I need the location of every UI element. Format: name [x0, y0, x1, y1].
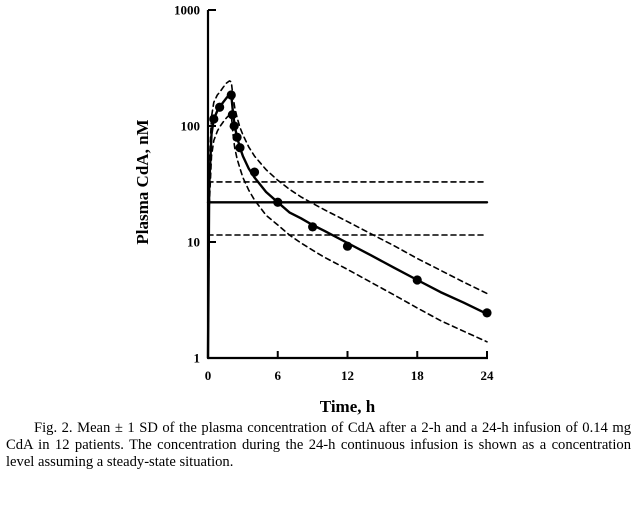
- figure-caption-text: Fig. 2. Mean ± 1 SD of the plasma concen…: [6, 420, 631, 470]
- x-tick-label: 12: [341, 368, 354, 383]
- sd-band-line: [207, 114, 488, 359]
- data-point: [226, 90, 236, 100]
- data-point: [232, 132, 242, 142]
- data-point: [342, 241, 353, 251]
- data-point: [209, 114, 219, 124]
- y-tick-label: 10: [187, 235, 200, 250]
- x-tick-label: 18: [411, 368, 425, 383]
- data-point: [482, 308, 492, 318]
- ticks-layer: 1 10 100 1000 0 6 12 18 24: [174, 3, 494, 384]
- data-point: [227, 110, 238, 120]
- series-layer: [206, 80, 492, 360]
- figure-caption: Fig. 2. Mean ± 1 SD of the plasma concen…: [6, 420, 631, 471]
- data-point: [412, 275, 422, 285]
- x-axis-title: Time, h: [320, 397, 376, 416]
- data-point: [235, 143, 245, 153]
- sd-band-line: [207, 80, 488, 359]
- pharmacokinetic-chart: 1 10 100 1000 0 6 12 18 24 Plasma CdA, nM Time, …: [133, 3, 494, 417]
- data-point: [229, 121, 239, 131]
- y-tick-label: 100: [181, 119, 201, 134]
- data-point: [308, 222, 318, 232]
- axes-layer: [206, 10, 488, 360]
- x-tick-label: 0: [205, 368, 212, 383]
- data-point: [215, 102, 225, 112]
- mean-curve-line: [206, 93, 489, 360]
- x-tick-label: 24: [481, 368, 495, 383]
- x-tick-label: 6: [275, 368, 282, 383]
- y-axis-title: Plasma CdA, nM: [133, 119, 152, 244]
- y-tick-label: 1: [194, 351, 201, 366]
- data-point: [249, 167, 260, 177]
- y-tick-label: 1000: [174, 3, 200, 18]
